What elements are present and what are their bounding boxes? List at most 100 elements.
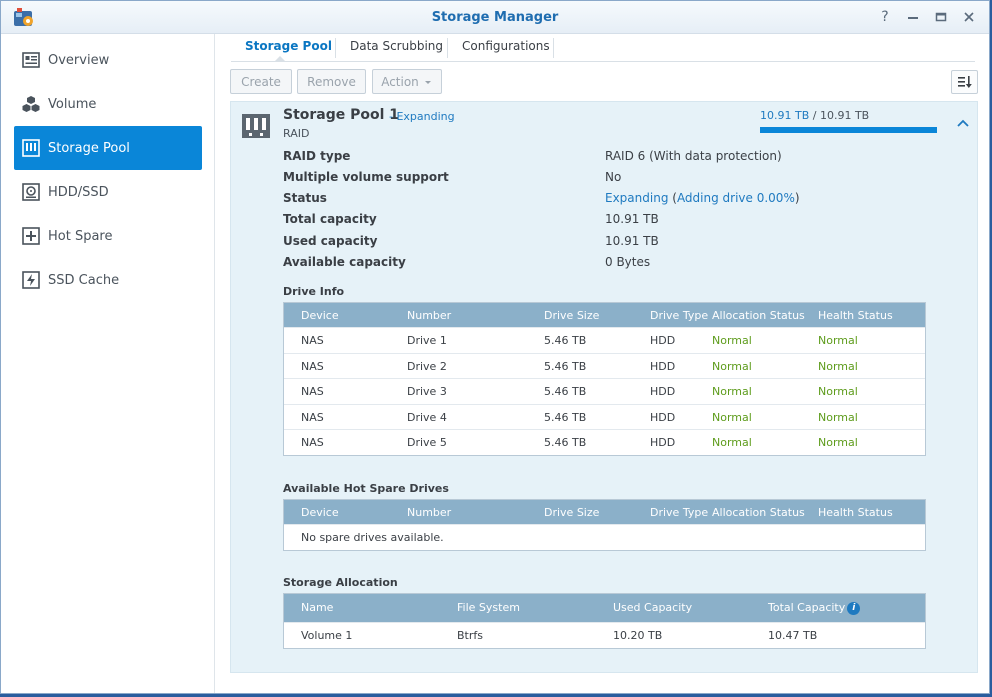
hot-spare-icon [22, 227, 40, 245]
drive-info-title: Drive Info [283, 285, 345, 298]
cell-device: NAS [301, 410, 324, 424]
prop-value: 10.91 TB [605, 234, 659, 248]
column-header[interactable]: File System [457, 601, 520, 614]
hot-spare-title: Available Hot Spare Drives [283, 482, 449, 495]
cell-device: NAS [301, 359, 324, 373]
cell-health-status: Normal [818, 385, 858, 399]
status-paren: ) [794, 191, 800, 205]
column-header[interactable]: Device [301, 309, 339, 322]
tab-bar: Storage Pool Data Scrubbing Configuratio… [231, 34, 975, 62]
capacity-total: 10.91 TB [819, 109, 870, 122]
cell-allocation-status: Normal [712, 334, 752, 347]
action-button[interactable]: Action [372, 69, 442, 94]
cell-allocation-status: Normal [712, 385, 752, 399]
cell-name: Volume 1 [301, 629, 353, 642]
maximize-icon[interactable] [931, 7, 951, 27]
cell-number: Drive 3 [407, 385, 447, 399]
pool-status-tag: - Expanding [389, 110, 455, 123]
status-link[interactable]: Expanding [605, 191, 669, 205]
table-row[interactable]: NAS Drive 2 5.46 TB HDD Normal Normal [284, 352, 925, 379]
cell-total-capacity: 10.47 TB [768, 629, 818, 642]
create-button[interactable]: Create [230, 69, 292, 94]
table-row[interactable]: NAS Drive 1 5.46 TB HDD Normal Normal [284, 327, 925, 353]
table-row[interactable]: NAS Drive 4 5.46 TB HDD Normal Normal [284, 403, 925, 430]
sidebar-item-storage-pool[interactable]: Storage Pool [14, 126, 202, 170]
hdd-icon [22, 183, 40, 201]
cell-number: Drive 5 [407, 436, 447, 450]
cell-allocation-status: Normal [712, 436, 752, 450]
capacity-bar-fill [760, 127, 937, 133]
cell-type: HDD [650, 436, 676, 450]
status-detail-link[interactable]: Adding drive 0.00% [676, 191, 795, 205]
prop-label: Multiple volume support [283, 170, 449, 184]
column-header[interactable]: Drive Type [650, 506, 709, 519]
sidebar-item-ssd-cache[interactable]: SSD Cache [14, 258, 202, 302]
cell-health-status: Normal [818, 410, 858, 424]
tab-storage-pool[interactable]: Storage Pool [245, 39, 332, 53]
pool-name: Storage Pool 1 [283, 107, 400, 123]
sidebar-item-hot-spare[interactable]: Hot Spare [14, 214, 202, 258]
storage-allocation-table: Name File System Used Capacity Total Cap… [283, 593, 926, 649]
prop-label: Total capacity [283, 212, 377, 226]
table-row[interactable]: NAS Drive 5 5.46 TB HDD Normal Normal [284, 429, 925, 455]
cell-allocation-status: Normal [712, 410, 752, 424]
cell-device: NAS [301, 385, 324, 399]
column-header[interactable]: Device [301, 506, 339, 519]
hot-spare-table: Device Number Drive Size Drive Type Allo… [283, 499, 926, 551]
active-tab-indicator [274, 56, 286, 62]
column-header[interactable]: Allocation Status [712, 309, 805, 322]
column-header[interactable]: Drive Type [650, 309, 709, 322]
empty-row: No spare drives available. [284, 524, 925, 550]
chevron-up-icon[interactable] [956, 117, 970, 129]
table-header: Device Number Drive Size Drive Type Allo… [284, 303, 925, 327]
column-header[interactable]: Health Status [818, 309, 893, 322]
sidebar-item-volume[interactable]: Volume [14, 82, 202, 126]
cell-health-status: Normal [818, 359, 858, 373]
capacity-separator: / [809, 109, 820, 122]
prop-label: RAID type [283, 149, 351, 163]
info-icon[interactable]: i [847, 601, 861, 615]
close-icon[interactable] [959, 7, 979, 27]
help-icon[interactable]: ? [881, 9, 889, 25]
capacity-text: 10.91 TB / 10.91 TB [760, 109, 869, 122]
tab-divider [553, 38, 554, 58]
tab-divider [335, 38, 336, 58]
sidebar-item-label: Hot Spare [48, 228, 113, 244]
sidebar: Overview Volume Storage Pool HDD/SSD Hot… [1, 34, 215, 693]
column-header[interactable]: Name [301, 601, 334, 614]
capacity-used: 10.91 TB [760, 109, 810, 122]
table-row[interactable]: Volume 1 Btrfs 10.20 TB 10.47 TB [284, 622, 925, 648]
action-button-label: Action [381, 74, 419, 89]
status-paren: ( [668, 191, 677, 205]
minimize-icon[interactable] [903, 7, 923, 27]
sort-button[interactable] [951, 70, 978, 94]
capacity-bar [760, 127, 937, 133]
column-header[interactable]: Allocation Status [712, 506, 805, 519]
cell-size: 5.46 TB [544, 334, 587, 347]
sidebar-item-overview[interactable]: Overview [14, 38, 202, 82]
sidebar-item-label: SSD Cache [48, 272, 120, 288]
sidebar-item-hdd-ssd[interactable]: HDD/SSD [14, 170, 202, 214]
column-header[interactable]: Drive Size [544, 506, 600, 519]
column-header[interactable]: Number [407, 309, 452, 322]
column-header[interactable]: Drive Size [544, 309, 600, 322]
total-capacity-header[interactable]: Total Capacity i [768, 601, 861, 615]
cell-used-capacity: 10.20 TB [613, 629, 663, 642]
cell-allocation-status: Normal [712, 359, 752, 373]
column-header[interactable]: Number [407, 506, 452, 519]
tab-configurations[interactable]: Configurations [462, 39, 550, 53]
cell-size: 5.46 TB [544, 436, 587, 450]
remove-button[interactable]: Remove [297, 69, 366, 94]
column-header[interactable]: Used Capacity [613, 601, 693, 614]
prop-label: Status [283, 191, 327, 205]
table-row[interactable]: NAS Drive 3 5.46 TB HDD Normal Normal [284, 378, 925, 404]
tab-data-scrubbing[interactable]: Data Scrubbing [350, 39, 444, 53]
storage-pool-panel: Storage Pool 1 - Expanding RAID 10.91 TB… [230, 101, 978, 673]
column-header[interactable]: Health Status [818, 506, 893, 519]
drive-info-table: Device Number Drive Size Drive Type Allo… [283, 302, 926, 456]
tab-divider [447, 38, 448, 58]
window-title: Storage Manager [431, 10, 559, 25]
prop-value: 0 Bytes [605, 255, 651, 269]
table-header: Device Number Drive Size Drive Type Allo… [284, 500, 925, 524]
